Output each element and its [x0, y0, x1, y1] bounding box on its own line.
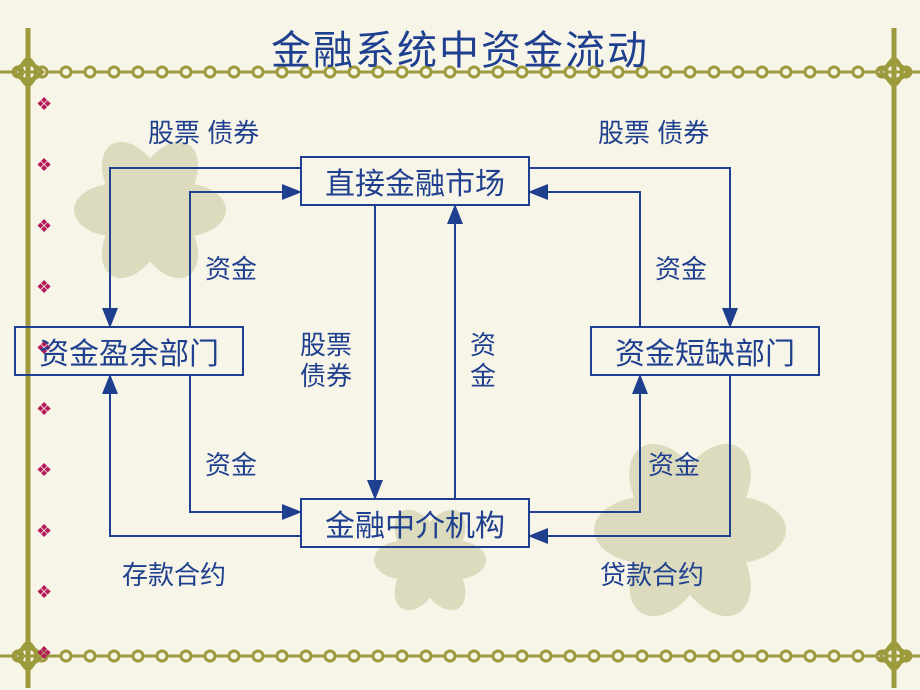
edge-label-l8: 存款合约 [122, 560, 226, 591]
edge-e9 [530, 376, 640, 512]
node-direct_market: 直接金融市场 [300, 156, 530, 206]
edge-label-l10: 贷款合约 [600, 560, 704, 591]
edge-e7 [190, 376, 300, 512]
node-shortage: 资金短缺部门 [590, 326, 820, 376]
edge-e4 [530, 192, 640, 326]
edge-label-l1: 股票 债券 [148, 118, 259, 149]
node-intermediary: 金融中介机构 [300, 498, 530, 548]
edge-label-l3: 股票 债券 [598, 118, 709, 149]
edge-label-l7: 资金 [205, 450, 257, 481]
slide: 金融系统中资金流动 ❖❖❖❖❖❖❖❖❖❖ 直接金融市场资金盈余部门资金短缺部门金… [0, 0, 920, 690]
edge-label-l9: 资金 [648, 450, 700, 481]
edge-label-l4: 资金 [655, 254, 707, 285]
edge-e3 [530, 168, 730, 326]
edge-e1 [110, 168, 300, 326]
diagram: 直接金融市场资金盈余部门资金短缺部门金融中介机构股票 债券资金股票 债券资金股票… [0, 0, 920, 690]
edge-label-l6: 资 金 [470, 330, 496, 392]
edge-label-l2: 资金 [205, 254, 257, 285]
edge-label-l5: 股票 债券 [300, 330, 352, 392]
node-surplus: 资金盈余部门 [14, 326, 244, 376]
